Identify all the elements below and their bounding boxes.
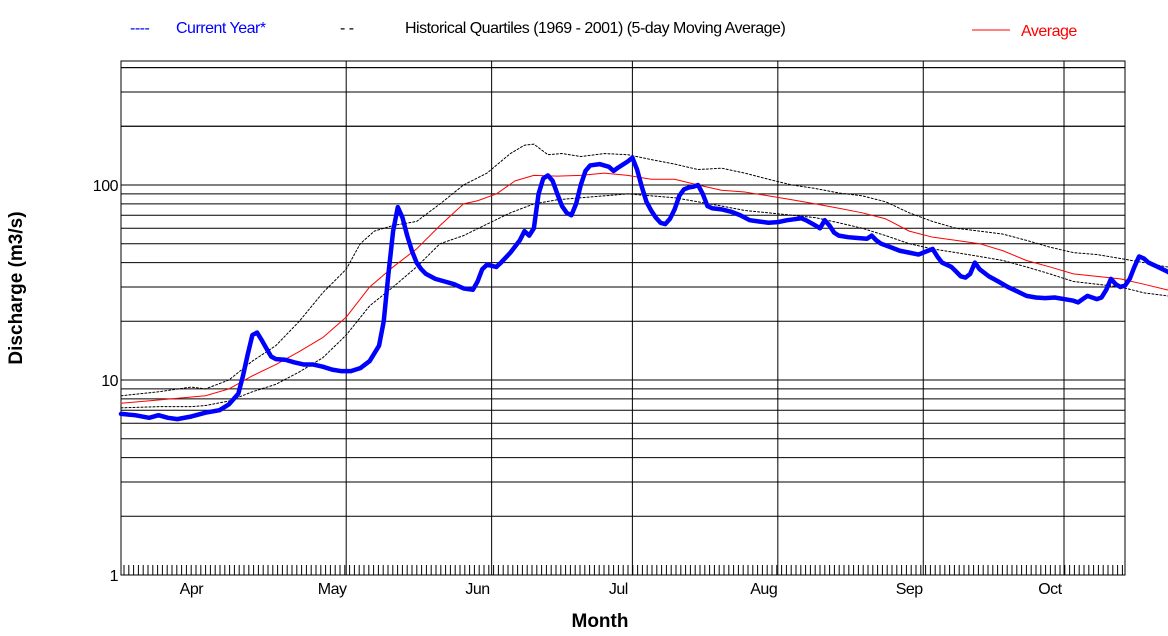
x-axis-title: Month	[572, 611, 629, 632]
x-tick-label-apr: Apr	[180, 581, 205, 598]
legend-average-label: Average	[1021, 23, 1077, 40]
grid	[121, 61, 1125, 576]
x-tick-label-jul: Jul	[609, 581, 628, 598]
series-upper-quartile	[120, 143, 1168, 397]
series-lower-quartile	[120, 193, 1168, 409]
x-minor-ticks	[123, 565, 1123, 575]
y-tick-label-100: 100	[93, 178, 119, 195]
plot-area	[120, 60, 1126, 576]
y-axis-title: Discharge (m3/s)	[6, 211, 27, 364]
tick-labels: Apr May Jun Jul Aug Sep Oct 1 10 100	[93, 178, 1063, 598]
series-current-year	[118, 155, 1168, 422]
x-tick-label-jun: Jun	[465, 581, 489, 598]
legend: ---- Current Year* - - Historical Quarti…	[130, 20, 1078, 40]
x-tick-label-sep: Sep	[896, 581, 924, 598]
legend-current-sample: ----	[130, 20, 149, 37]
legend-current-label: Current Year*	[176, 20, 266, 37]
legend-quartile-label: Historical Quartiles (1969 - 2001) (5-da…	[405, 20, 785, 37]
y-tick-label-1: 1	[110, 568, 119, 585]
legend-quartile-sample: - -	[340, 20, 354, 37]
x-tick-label-aug: Aug	[750, 581, 777, 598]
x-tick-label-may: May	[318, 581, 347, 598]
series-layer	[118, 143, 1168, 422]
y-tick-label-10: 10	[101, 373, 118, 390]
x-tick-label-oct: Oct	[1038, 581, 1062, 598]
series-average	[120, 172, 1168, 404]
